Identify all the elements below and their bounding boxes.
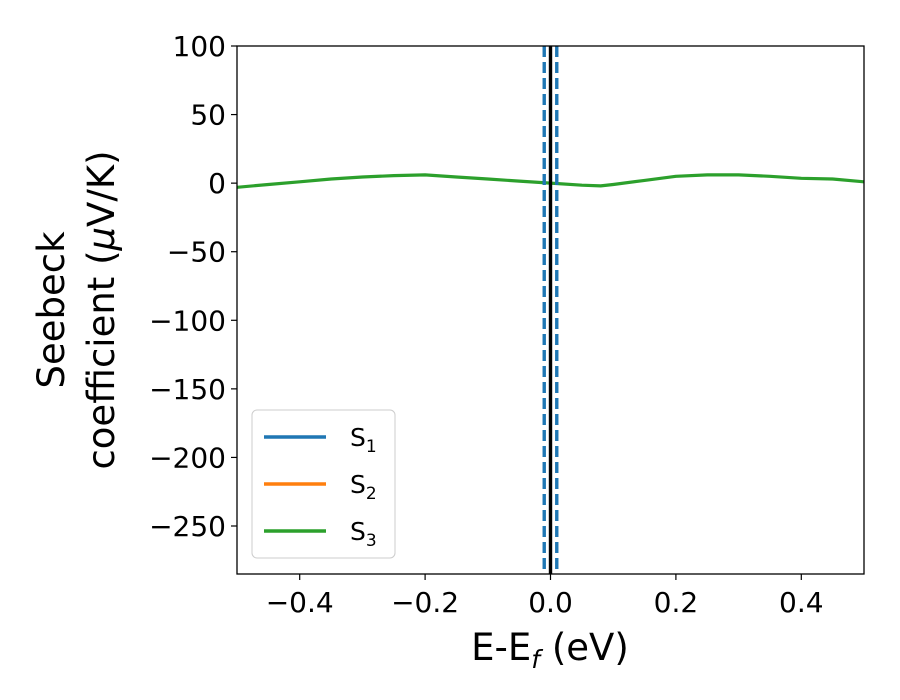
x-tick-label: 0.2	[654, 586, 699, 619]
legend-entry-s2: S2	[264, 470, 377, 504]
legend-label-s1: S1	[350, 423, 377, 457]
y-tick-label: −200	[149, 441, 226, 474]
y-tick-label: −150	[149, 373, 226, 406]
series-line-s3	[237, 173, 864, 189]
y-axis-label-mu: μ	[80, 227, 123, 252]
plot-area	[237, 46, 864, 574]
y-tick-label: 50	[190, 99, 226, 132]
x-axis-label-tail: (eV)	[540, 626, 629, 669]
y-tick-label: 100	[173, 30, 226, 63]
y-axis-label-line2: coefficient (μV/K)	[80, 150, 123, 469]
legend-entry-s1: S1	[264, 423, 377, 457]
legend-entries: S1 S2 S3	[264, 423, 377, 551]
x-tick-label: −0.4	[266, 586, 334, 619]
series-layer	[237, 173, 864, 189]
x-axis-label: E-Ef (eV)	[471, 626, 629, 674]
reference-lines	[542, 46, 559, 574]
legend-label-s2: S2	[350, 470, 377, 504]
y-axis-ticks: 100 50 0 −50 −100 −150 −200 −250	[149, 30, 237, 543]
y-axis-label-suffix: V/K)	[80, 150, 123, 226]
x-tick-label: −0.2	[391, 586, 459, 619]
y-tick-label: −250	[149, 510, 226, 543]
legend-label-s3: S3	[350, 517, 377, 551]
x-axis-ticks: −0.4 −0.2 0.0 0.2 0.4	[266, 574, 824, 619]
legend-entry-s3: S3	[264, 517, 377, 551]
x-tick-label: 0.4	[779, 586, 824, 619]
x-axis-label-main: E-E	[471, 626, 531, 669]
y-axis-label-prefix: coefficient (	[80, 250, 123, 469]
y-tick-label: 0	[208, 167, 226, 200]
x-tick-label: 0.0	[528, 586, 573, 619]
legend: S1 S2 S3	[251, 409, 396, 559]
y-axis-label-line1: Seebeck	[30, 231, 73, 389]
y-tick-label: −100	[149, 304, 226, 337]
y-tick-label: −50	[167, 236, 226, 269]
